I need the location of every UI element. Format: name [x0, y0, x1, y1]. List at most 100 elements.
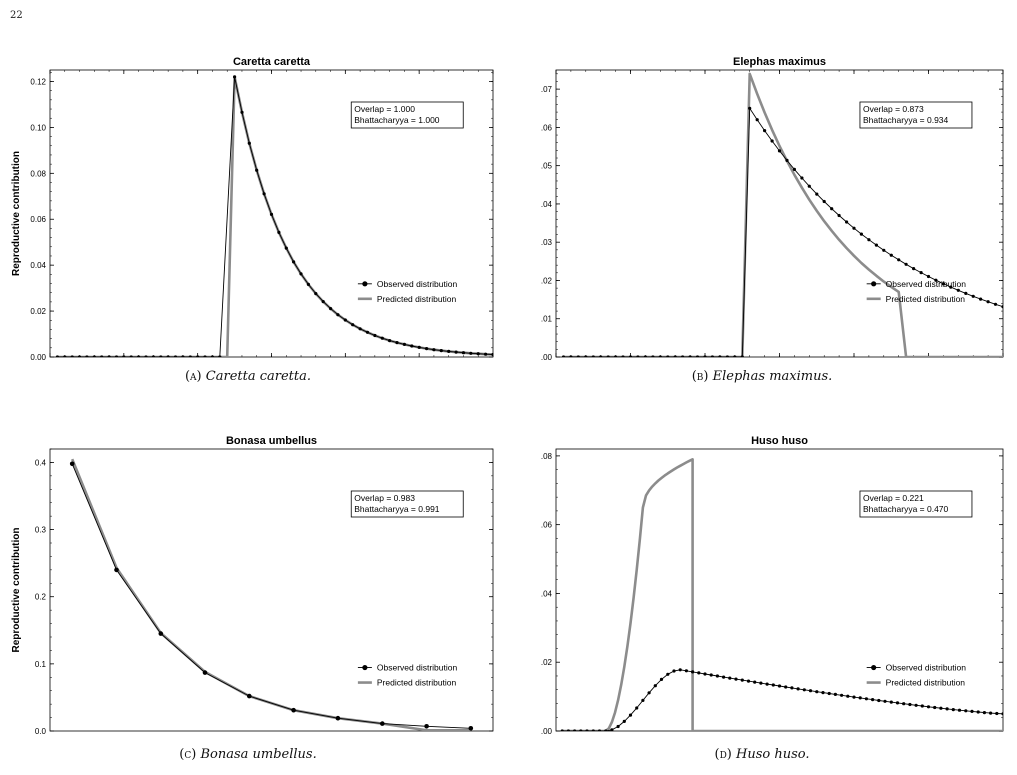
- observed-line: [563, 106, 1003, 357]
- observed-point: [599, 355, 603, 357]
- observed-point: [770, 139, 774, 143]
- panel-b: Elephas maximus .00 .01 .02 .03 .04 .05 .06 .07 1…: [505, 0, 1010, 368]
- observed-point: [951, 708, 955, 712]
- observed-point: [380, 721, 385, 726]
- observed-point: [621, 355, 625, 357]
- observed-point: [77, 355, 82, 357]
- y-tick-label: .02: [541, 658, 553, 667]
- observed-point: [889, 253, 893, 257]
- observed-point: [196, 355, 200, 357]
- observed-point: [114, 567, 119, 573]
- observed-point: [659, 677, 664, 681]
- observed-point: [284, 246, 288, 250]
- observed-point: [877, 698, 881, 703]
- panel-c: Bonasa umbellus 0.0 0.1 0.2 0.3 0.4 Reproducti…: [0, 435, 505, 775]
- stats-text: Overlap = 0.221: [863, 493, 924, 503]
- y-tick-label: 0.10: [30, 123, 46, 132]
- observed-point: [703, 355, 707, 357]
- y-tick-label: 0.2: [35, 593, 47, 602]
- plot-area: [69, 458, 474, 731]
- observed-point: [380, 336, 384, 340]
- chart-elephas-maximus: Elephas maximus .00 .01 .02 .03 .04 .05 .06 .07 1…: [541, 56, 1008, 368]
- observed-point: [796, 687, 800, 691]
- observed-point: [715, 674, 719, 678]
- y-tick-label: .03: [541, 238, 553, 247]
- stats-box: [350, 490, 464, 518]
- observed-point: [484, 352, 488, 356]
- observed-point: [792, 167, 796, 171]
- observed-point: [858, 696, 862, 700]
- observed-point: [1001, 305, 1003, 309]
- observed-point: [666, 355, 670, 357]
- observed-point: [695, 355, 700, 357]
- legend-observed-label: Observed distribution: [377, 279, 458, 289]
- observed-point: [63, 355, 67, 357]
- y-tick-label: 0.02: [30, 307, 46, 316]
- observed-point: [986, 300, 990, 304]
- observed-point: [871, 698, 875, 702]
- observed-point: [291, 707, 296, 713]
- y-tick-label: 0.04: [30, 261, 46, 270]
- y-tick-label: .08: [541, 452, 553, 461]
- observed-point: [233, 75, 237, 79]
- observed-point: [920, 704, 924, 708]
- legend-predicted-label: Predicted distribution: [886, 294, 966, 304]
- observed-point: [321, 300, 325, 304]
- observed-point: [255, 168, 259, 172]
- observed-point: [852, 695, 856, 699]
- observed-point: [753, 680, 757, 684]
- plot-area: [55, 75, 493, 357]
- caption-a: (a) Caretta caretta.: [128, 369, 368, 384]
- observed-point: [329, 307, 333, 311]
- legend-observed-marker: [871, 664, 877, 671]
- caption-label: (d): [714, 747, 732, 762]
- observed-point: [292, 260, 296, 264]
- plot-area: [560, 457, 1003, 731]
- observed-point: [733, 355, 737, 357]
- observed-point: [424, 724, 429, 729]
- observed-point: [614, 355, 618, 357]
- observed-point: [166, 355, 170, 357]
- observed-point: [748, 106, 752, 110]
- observed-point: [740, 678, 744, 682]
- y-tick-label: .06: [541, 123, 553, 132]
- observed-point: [469, 351, 473, 355]
- observed-point: [908, 702, 912, 707]
- observed-point: [926, 705, 931, 709]
- observed-point: [800, 176, 804, 180]
- observed-point: [914, 703, 918, 707]
- observed-point: [777, 149, 782, 153]
- observed-point: [643, 355, 647, 357]
- observed-point: [859, 232, 863, 236]
- chart-title: Bonasa umbellus: [226, 436, 317, 447]
- observed-point: [202, 670, 208, 675]
- observed-point: [299, 272, 303, 276]
- observed-point: [845, 220, 849, 224]
- observed-point: [358, 327, 362, 331]
- observed-point: [681, 355, 685, 357]
- x-tick-label: 60: [489, 359, 498, 360]
- y-tick-label: 0.3: [35, 526, 47, 535]
- observed-point: [846, 694, 850, 698]
- observed-point: [610, 728, 614, 731]
- caption-species: Elephas maximus.: [712, 369, 833, 384]
- observed-point: [897, 258, 901, 262]
- observed-point: [569, 355, 573, 357]
- observed-point: [957, 708, 962, 712]
- observed-point: [210, 355, 214, 357]
- plot-frame: [49, 448, 494, 732]
- chart-title: Huso huso: [751, 436, 808, 447]
- observed-point: [919, 271, 923, 275]
- observed-point: [956, 288, 960, 292]
- observed-point: [240, 110, 244, 114]
- observed-point: [658, 355, 662, 357]
- panel-d: Huso huso .00 .02 .04 .06 .08 Overlap = 0.221 B…: [505, 435, 1010, 775]
- y-tick-label: 0.12: [30, 77, 46, 86]
- observed-point: [688, 355, 692, 357]
- observed-point: [746, 679, 751, 683]
- x-tick-label: 10: [626, 359, 635, 360]
- observed-point: [122, 355, 126, 357]
- observed-point: [439, 349, 443, 353]
- observed-point: [606, 355, 610, 357]
- y-tick-label: 0.00: [30, 353, 46, 360]
